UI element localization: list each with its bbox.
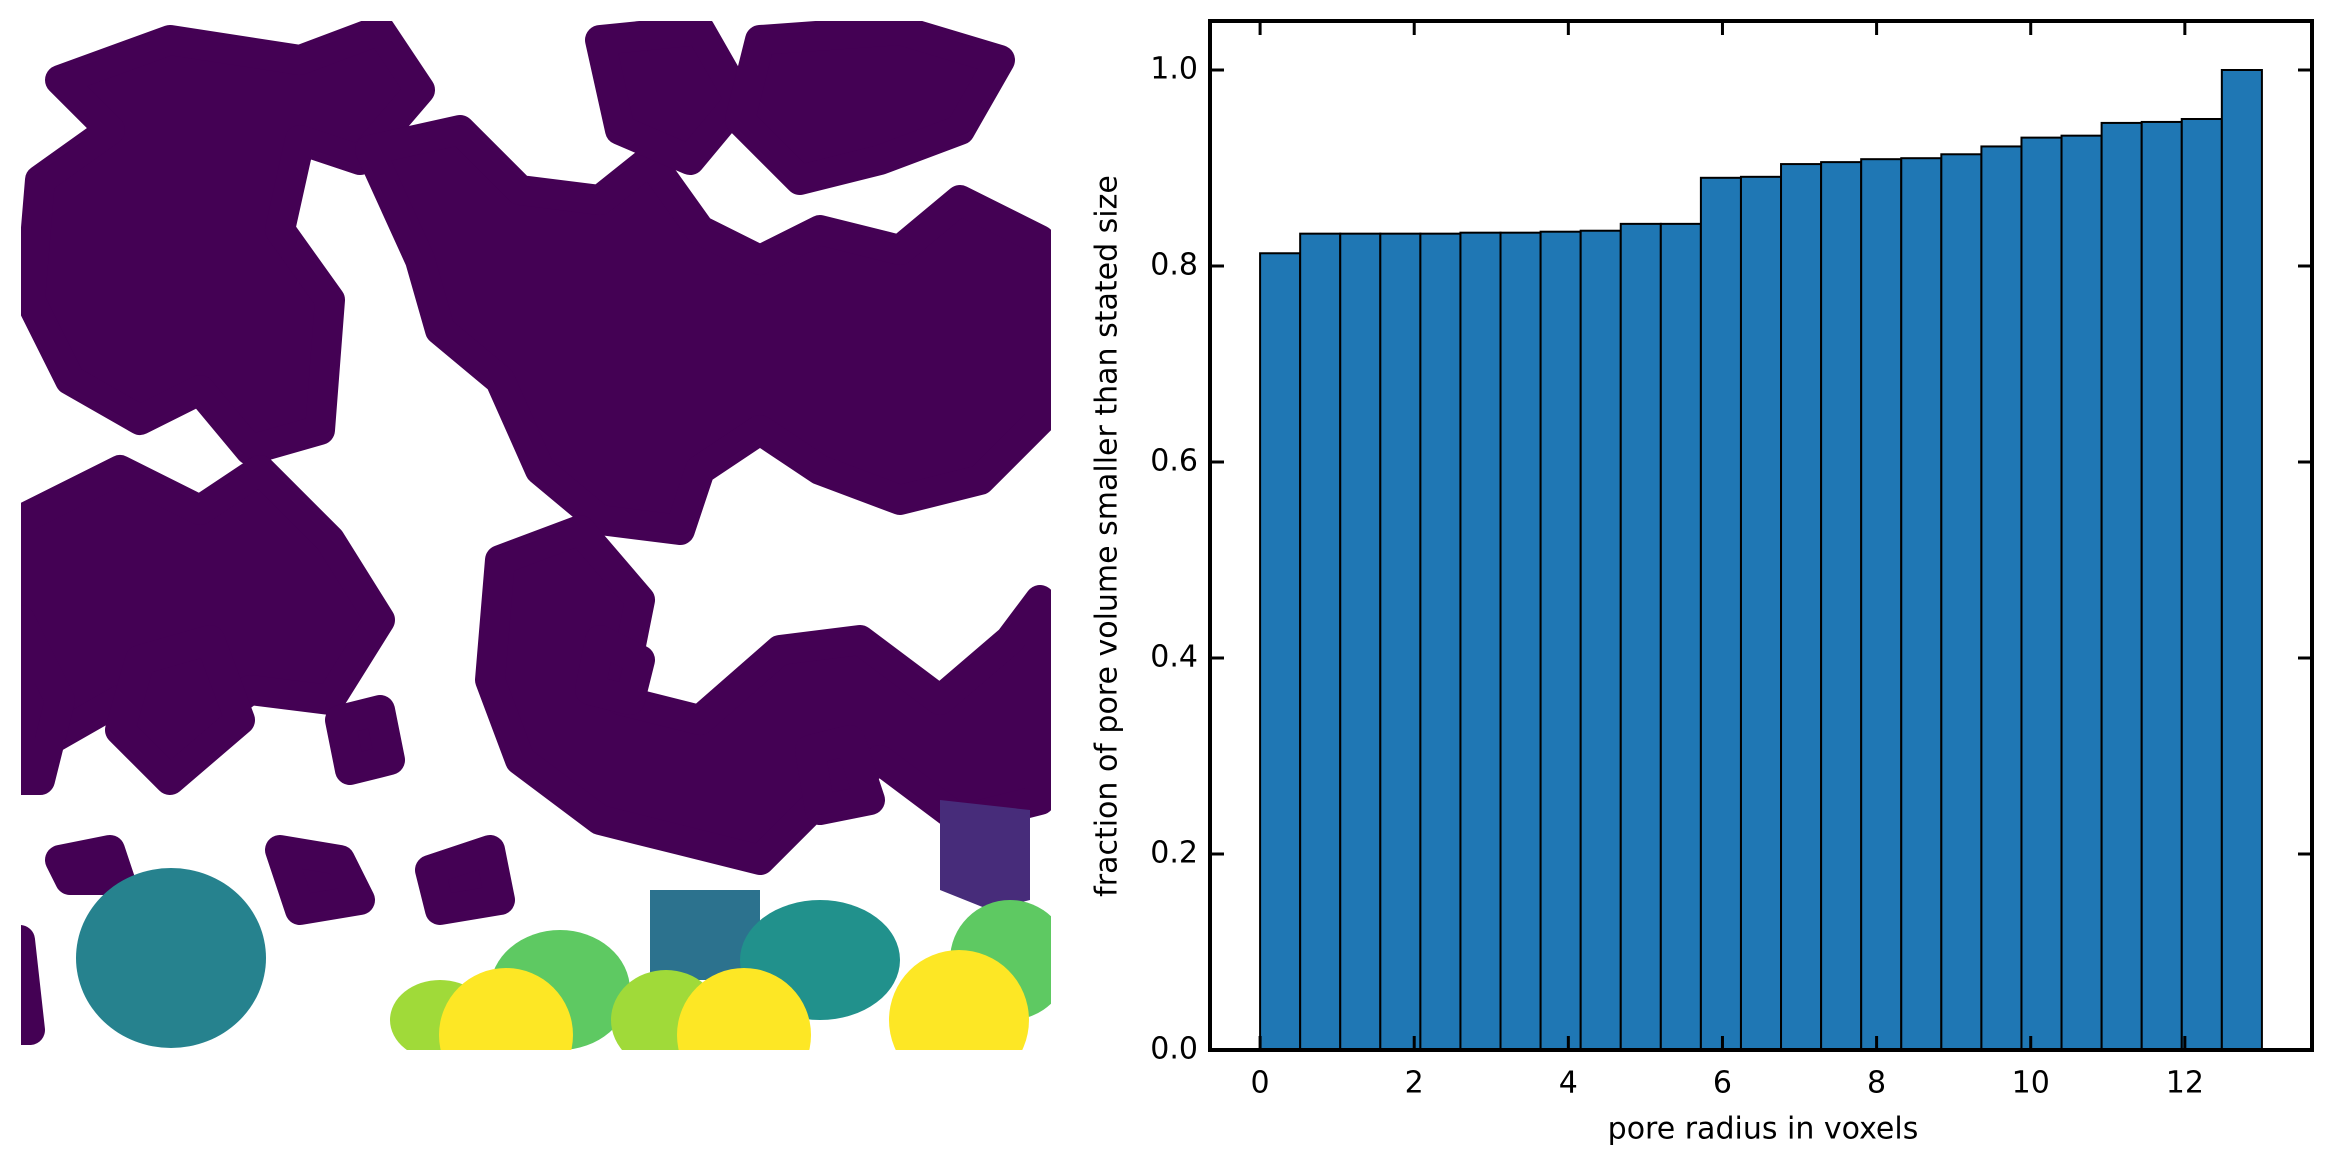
pore-image	[21, 21, 1051, 1050]
y-tick-label: 1.0	[1150, 52, 1198, 87]
bar	[1739, 175, 1783, 1051]
bar	[1499, 231, 1542, 1051]
x-tick-label: 12	[2166, 1066, 2204, 1101]
bar	[1699, 176, 1742, 1052]
y-tick-label: 0.6	[1150, 444, 1198, 479]
bar	[1339, 232, 1382, 1052]
bar	[1259, 252, 1302, 1051]
y-tick-label: 0.8	[1150, 248, 1198, 283]
y-tick-label: 0.2	[1150, 836, 1198, 871]
bar	[1539, 230, 1582, 1051]
bar	[1419, 232, 1462, 1052]
bar	[1900, 157, 1943, 1051]
y-tick-label: 0.0	[1150, 1032, 1198, 1067]
bar	[2100, 121, 2143, 1052]
bar	[1579, 229, 1622, 1052]
bar	[2060, 134, 2103, 1052]
axes-frame	[1208, 19, 2314, 1052]
x-tick-label: 0	[1251, 1066, 1270, 1101]
x-tick-label: 10	[2012, 1066, 2050, 1101]
y-axis-label: fraction of pore volume smaller than sta…	[1090, 175, 1125, 897]
y-tick-label: 0.4	[1150, 640, 1198, 675]
x-tick-label: 8	[1867, 1066, 1886, 1101]
x-tick-label: 2	[1405, 1066, 1424, 1101]
bar	[2180, 118, 2223, 1051]
bar	[2140, 120, 2183, 1051]
x-axis-label: pore radius in voxels	[1608, 1112, 1919, 1147]
bar	[2020, 136, 2063, 1051]
bar	[2220, 69, 2263, 1051]
bar	[1299, 232, 1342, 1052]
bar	[1980, 145, 2023, 1051]
bar	[1379, 232, 1422, 1052]
bar	[1780, 163, 1823, 1051]
x-tick-label: 4	[1559, 1066, 1578, 1101]
bar	[1820, 161, 1863, 1051]
bar	[1459, 231, 1502, 1051]
bar	[1659, 222, 1702, 1052]
bar	[1619, 222, 1662, 1052]
bar	[1940, 153, 1983, 1051]
x-tick-label: 6	[1713, 1066, 1732, 1101]
bar	[1860, 158, 1903, 1051]
